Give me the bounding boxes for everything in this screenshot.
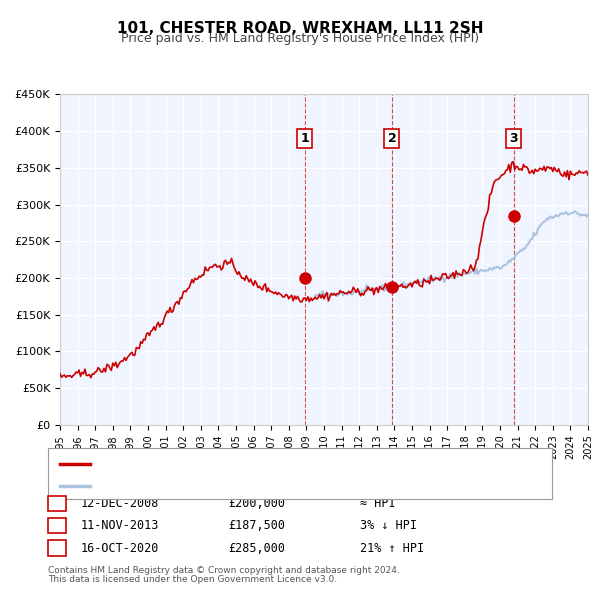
Text: 12-DEC-2008: 12-DEC-2008 bbox=[81, 497, 160, 510]
Text: Contains HM Land Registry data © Crown copyright and database right 2024.: Contains HM Land Registry data © Crown c… bbox=[48, 566, 400, 575]
Text: 21% ↑ HPI: 21% ↑ HPI bbox=[360, 542, 424, 555]
Text: £187,500: £187,500 bbox=[228, 519, 285, 532]
Text: Price paid vs. HM Land Registry's House Price Index (HPI): Price paid vs. HM Land Registry's House … bbox=[121, 32, 479, 45]
Text: £285,000: £285,000 bbox=[228, 542, 285, 555]
Text: 1: 1 bbox=[53, 497, 61, 510]
Text: 2: 2 bbox=[388, 132, 397, 145]
Text: 2: 2 bbox=[53, 519, 61, 532]
Text: £200,000: £200,000 bbox=[228, 497, 285, 510]
Text: 16-OCT-2020: 16-OCT-2020 bbox=[81, 542, 160, 555]
Text: This data is licensed under the Open Government Licence v3.0.: This data is licensed under the Open Gov… bbox=[48, 575, 337, 584]
Text: 101, CHESTER ROAD, WREXHAM, LL11 2SH (detached house): 101, CHESTER ROAD, WREXHAM, LL11 2SH (de… bbox=[96, 460, 439, 470]
Text: 3% ↓ HPI: 3% ↓ HPI bbox=[360, 519, 417, 532]
Text: ≈ HPI: ≈ HPI bbox=[360, 497, 395, 510]
Text: 11-NOV-2013: 11-NOV-2013 bbox=[81, 519, 160, 532]
Text: 1: 1 bbox=[301, 132, 310, 145]
Text: 101, CHESTER ROAD, WREXHAM, LL11 2SH: 101, CHESTER ROAD, WREXHAM, LL11 2SH bbox=[117, 21, 483, 35]
Text: HPI: Average price, detached house, Wrexham: HPI: Average price, detached house, Wrex… bbox=[96, 481, 355, 491]
Text: 3: 3 bbox=[509, 132, 518, 145]
Text: 3: 3 bbox=[53, 542, 61, 555]
